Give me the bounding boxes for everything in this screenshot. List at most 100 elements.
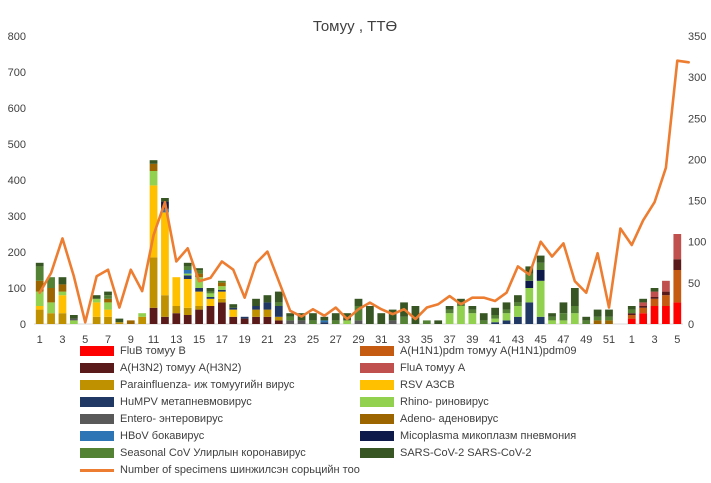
bar-segment-series-13 [195,268,203,270]
bar-segment-series-2 [218,302,226,324]
bar-segment-series-2 [673,259,682,270]
y-left-tick-label: 500 [8,139,26,151]
y-left-tick-label: 300 [8,211,26,223]
x-tick-label: 37 [443,334,455,346]
bar-segment-series-6 [263,302,272,310]
bar-segment-series-5 [58,295,67,314]
x-tick-label: 5 [82,334,88,346]
bar-segment-series-9 [218,282,226,287]
bar-segment-series-11 [525,280,534,288]
bar-segment-series-13 [605,309,613,317]
bar-segment-series-7 [104,302,112,310]
bar-segment-series-13 [104,291,112,296]
bar-segment-series-13 [58,277,67,285]
bar-segment-series-0 [650,306,659,324]
bar-segment-series-5 [183,279,192,308]
y-right-tick-label: 100 [688,237,706,249]
bar-segment-series-13 [229,304,238,308]
bar-segment-series-5 [149,185,158,258]
bar-segment-series-12 [559,313,568,321]
bar-segment-series-2 [172,313,181,324]
bar-segment-series-8 [286,320,295,324]
bar-segment-series-5 [206,298,215,306]
bar-segment-series-12 [514,302,522,306]
bar-segment-series-13 [377,313,386,324]
x-tick-label: 11 [148,334,159,346]
bar-segment-series-12 [309,320,317,324]
y-right-tick-label: 200 [688,154,706,166]
bar-segment-series-9 [593,320,602,324]
bar-segment-series-6 [218,289,226,292]
bar-segment-series-2 [240,318,249,324]
y-right-tick-label: 150 [688,196,706,208]
x-tick-label: 13 [170,334,182,346]
bar-segment-series-4 [47,313,55,324]
bar-segment-series-3 [650,291,659,297]
bar-segment-series-6 [491,322,499,324]
bar-segment-series-13 [468,306,477,310]
bar-segment-series-12 [536,262,545,270]
bar-segment-series-6 [252,306,260,310]
bar-segment-series-13 [206,288,215,292]
bar-segment-series-12 [331,320,340,324]
y-left-tick-label: 600 [8,103,26,115]
bar-segment-series-3 [639,302,648,306]
specimens-line-path [38,59,690,324]
bar-segment-series-12 [274,302,283,306]
bar-segment-series-9 [195,273,203,278]
y-right-tick-label: 0 [688,319,694,331]
bar-segment-series-8 [69,318,78,321]
bar-segment-series-12 [525,273,534,281]
bar-segment-series-4 [252,309,260,317]
bar-segment-series-13 [343,313,351,321]
bar-segment-series-12 [400,316,408,324]
x-tick-label: 35 [421,334,433,346]
bar-segment-series-5 [161,212,169,296]
bar-segment-series-13 [149,160,158,164]
bar-segment-series-4 [104,316,112,324]
bar-segment-series-9 [35,280,44,292]
bar-segment-series-7 [548,320,556,324]
bar-segment-series-13 [320,316,329,321]
x-tick-label: 51 [603,334,615,346]
y-axis-left-tick-labels: 0 100 200 300 400 500 600 700 800 [8,31,26,331]
bar-segment-series-7 [69,320,78,324]
bar-segment-series-13 [274,291,283,303]
bar-segment-series-12 [195,270,203,274]
bar-segment-series-4 [161,295,169,317]
bar-segment-series-7 [183,273,192,276]
y-right-tick-label: 250 [688,113,706,125]
bar-segment-series-13 [183,262,192,267]
bar-segment-series-13 [627,306,636,310]
y-left-tick-label: 800 [8,31,26,43]
bar-segment-series-7 [491,318,499,323]
bar-segment-series-12 [286,316,295,321]
x-axis-tick-labels: 1 3 5 7 9 11 13 15 17 19 21 23 25 27 29 31 33 35 37 39 41 43 4… [37,334,681,346]
bar-segment-series-12 [479,320,488,324]
bar-segment-series-13 [161,198,169,202]
bar-segment-series-13 [411,306,420,324]
bar-segment-series-3 [662,280,670,292]
bar-segment-series-0 [662,306,670,324]
bar-segment-series-6 [195,288,203,292]
bar-segment-series-7 [47,302,55,314]
bar-segment-series-2 [195,309,203,324]
bar-segment-series-13 [263,295,272,303]
bar-segment-series-12 [582,320,591,324]
bar-segment-series-13 [514,295,522,303]
bar-segment-series-8 [388,320,397,324]
bar-segment-series-4 [274,316,283,321]
bar-segment-series-9 [58,284,67,292]
bar-segment-series-4 [263,309,272,317]
y-left-tick-label: 700 [8,67,26,79]
bar-segment-series-6 [274,306,283,317]
bar-segment-series-5 [218,291,226,299]
x-tick-label: 15 [193,334,205,346]
bar-segment-series-1 [639,307,648,314]
bar-segment-series-6 [525,302,534,324]
bar-segment-series-9 [47,288,55,303]
bar-segment-series-12 [548,316,556,321]
bar-segment-series-12 [502,309,511,314]
bar-segment-series-12 [422,320,431,324]
